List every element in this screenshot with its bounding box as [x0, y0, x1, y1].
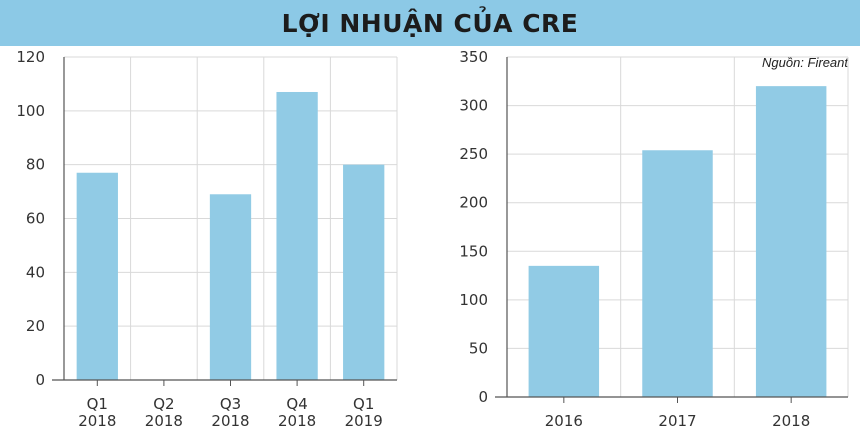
y-tick-label: 250	[459, 145, 488, 163]
x-tick-label: Q3	[220, 395, 241, 413]
y-tick-label: 0	[478, 388, 488, 406]
x-tick-label: Q1	[87, 395, 108, 413]
bar	[755, 86, 827, 397]
x-tick-label: Q1	[353, 395, 374, 413]
y-tick-label: 50	[469, 339, 488, 357]
source-note: Nguồn: Fireant	[762, 55, 848, 70]
x-tick-label: 2017	[658, 412, 696, 430]
x-tick-label: 2018	[145, 412, 183, 430]
bar	[343, 164, 385, 380]
y-tick-label: 100	[459, 291, 488, 309]
x-tick-label: Q2	[153, 395, 174, 413]
y-tick-label: 80	[26, 156, 45, 174]
title-banner: LỢI NHUẬN CỦA CRE	[0, 0, 860, 46]
bar	[276, 91, 318, 380]
x-tick-label: 2019	[345, 412, 383, 430]
y-tick-label: 200	[459, 194, 488, 212]
y-tick-label: 60	[26, 210, 45, 228]
y-tick-label: 350	[459, 48, 488, 66]
y-tick-label: 300	[459, 97, 488, 115]
y-tick-label: 0	[35, 371, 45, 389]
y-tick-label: 150	[459, 242, 488, 260]
bar	[642, 150, 713, 397]
x-tick-label: 2018	[278, 412, 316, 430]
x-tick-label: 2016	[545, 412, 583, 430]
x-tick-label: Q4	[286, 395, 307, 413]
chart-title: LỢI NHUẬN CỦA CRE	[281, 8, 579, 38]
bar	[209, 194, 252, 380]
x-tick-label: 2018	[211, 412, 249, 430]
y-tick-label: 100	[16, 102, 45, 120]
y-tick-label: 120	[16, 48, 45, 66]
bar	[76, 172, 118, 380]
bar	[528, 265, 600, 397]
charts-area: 020406080100120Q12018Q22018Q32018Q42018Q…	[16, 48, 849, 430]
x-tick-label: 2018	[78, 412, 116, 430]
y-tick-label: 40	[26, 263, 45, 281]
y-tick-label: 20	[26, 317, 45, 335]
x-tick-label: 2018	[772, 412, 810, 430]
